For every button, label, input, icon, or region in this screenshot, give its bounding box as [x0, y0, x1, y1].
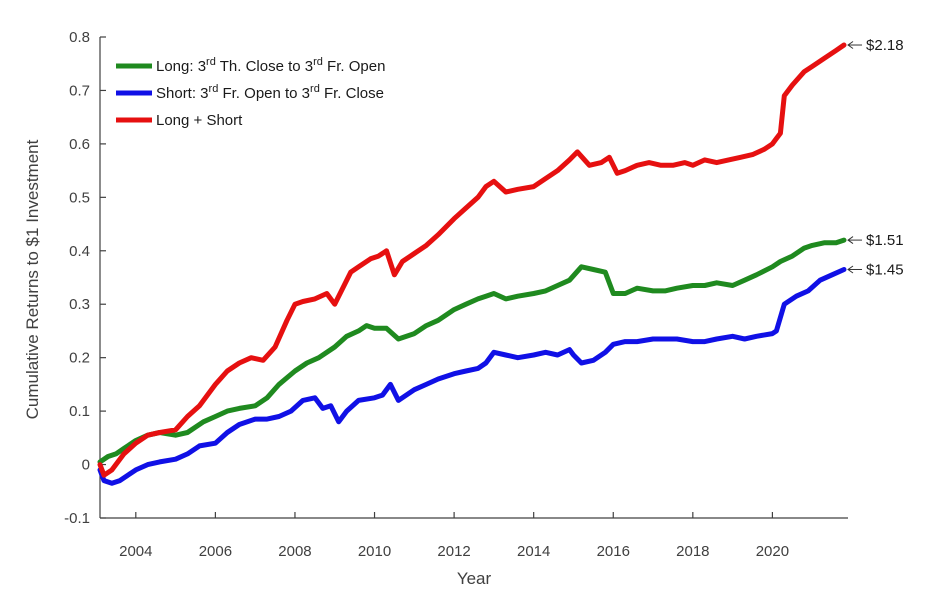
y-axis-title: Cumulative Returns to $1 Investment [23, 139, 42, 419]
y-tick-label: 0.3 [69, 296, 90, 313]
x-axis-ticks: 2004 2006 2008 2010 2012 2014 2016 2018 2020 [119, 512, 789, 560]
end-label-0: $1.51 [866, 232, 904, 249]
end-label-2: $2.18 [866, 37, 904, 54]
x-tick-label: 2012 [437, 543, 470, 560]
y-tick-label: 0.5 [69, 189, 90, 206]
x-tick-label: 2020 [756, 543, 789, 560]
y-axis-ticks: -0.1 0 0.1 0.2 0.3 0.4 0.5 0.6 0.7 0.8 [64, 29, 106, 527]
x-tick-label: 2004 [119, 543, 152, 560]
legend-label-0: Long: 3rd Th. Close to 3rd Fr. Open [156, 56, 385, 75]
y-tick-label: -0.1 [64, 510, 90, 527]
axes [99, 37, 848, 519]
y-tick-label: 0.1 [69, 403, 90, 420]
y-tick-label: 0.2 [69, 350, 90, 367]
legend-label-1: Short: 3rd Fr. Open to 3rd Fr. Close [156, 83, 384, 102]
x-axis-title: Year [457, 569, 492, 588]
y-tick-label: 0.7 [69, 82, 90, 99]
x-tick-label: 2010 [358, 543, 391, 560]
legend: Long: 3rd Th. Close to 3rd Fr. Open Short… [116, 56, 385, 129]
series-line-1 [97, 267, 847, 486]
x-tick-label: 2016 [597, 543, 630, 560]
x-tick-label: 2008 [278, 543, 311, 560]
y-tick-label: 0.6 [69, 136, 90, 153]
series-lines [97, 42, 847, 486]
end-label-arrowhead [847, 265, 854, 274]
x-tick-label: 2006 [199, 543, 232, 560]
series-line-2 [97, 42, 847, 478]
x-tick-label: 2018 [676, 543, 709, 560]
y-tick-label: 0.8 [69, 29, 90, 46]
end-label-arrowhead [847, 236, 854, 244]
series-line-0 [97, 237, 847, 465]
y-tick-label: 0.4 [69, 243, 90, 260]
end-label-arrowhead [847, 41, 854, 49]
y-tick-label: 0 [82, 457, 90, 474]
end-labels: $1.51 $1.45 $2.18 [847, 37, 904, 278]
x-tick-label: 2014 [517, 543, 550, 560]
end-label-1: $1.45 [866, 261, 904, 278]
legend-label-2: Long + Short [156, 112, 243, 129]
